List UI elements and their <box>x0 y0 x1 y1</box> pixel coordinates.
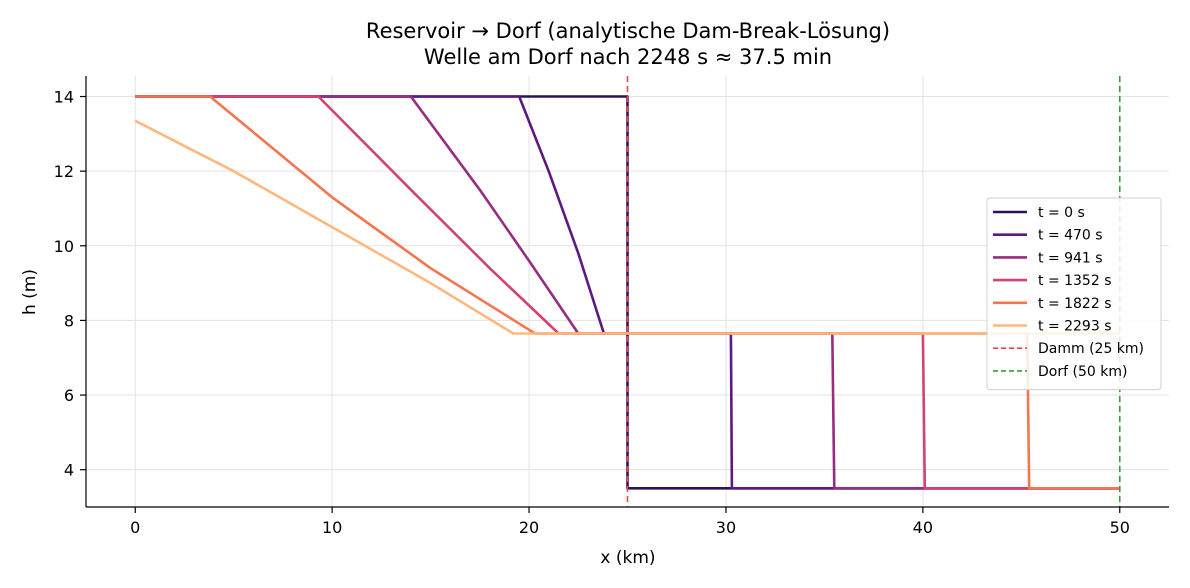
legend-label: t = 0 s <box>1038 205 1085 221</box>
legend-label: Damm (25 km) <box>1038 341 1144 357</box>
x-tick-label: 10 <box>322 518 342 537</box>
y-tick-label: 10 <box>54 237 74 256</box>
x-tick-label: 50 <box>1110 518 1130 537</box>
legend-label: t = 1822 s <box>1038 296 1112 312</box>
y-tick-label: 12 <box>54 162 74 181</box>
x-tick-label: 20 <box>519 518 539 537</box>
chart-title: Reservoir → Dorf (analytische Dam-Break-… <box>366 19 890 43</box>
data-lines <box>134 95 1120 490</box>
axes <box>85 76 1169 508</box>
tick-labels: 0 10 20 30 40 50 4 6 8 10 12 14 <box>54 88 1130 537</box>
legend: t = 0 s t = 470 s t = 941 s t = 1352 s t = 1… <box>986 197 1162 391</box>
legend-label: t = 2293 s <box>1038 319 1112 335</box>
x-tick-label: 30 <box>716 518 736 537</box>
x-tick-label: 40 <box>913 518 933 537</box>
y-tick-label: 8 <box>64 311 74 330</box>
x-axis-label: x (km) <box>600 548 655 568</box>
chart-subtitle: Welle am Dorf nach 2248 s ≈ 37.5 min <box>424 45 832 69</box>
y-axis-label: h (m) <box>20 269 40 315</box>
legend-label: Dorf (50 km) <box>1038 364 1127 380</box>
x-tick-label: 0 <box>130 518 140 537</box>
y-tick-label: 4 <box>64 461 74 480</box>
legend-box <box>986 197 1162 391</box>
legend-label: t = 941 s <box>1038 250 1103 266</box>
legend-label: t = 1352 s <box>1038 273 1112 289</box>
y-tick-label: 6 <box>64 386 74 405</box>
y-tick-label: 14 <box>54 88 74 107</box>
legend-label: t = 470 s <box>1038 228 1103 244</box>
series-line <box>134 119 1120 335</box>
